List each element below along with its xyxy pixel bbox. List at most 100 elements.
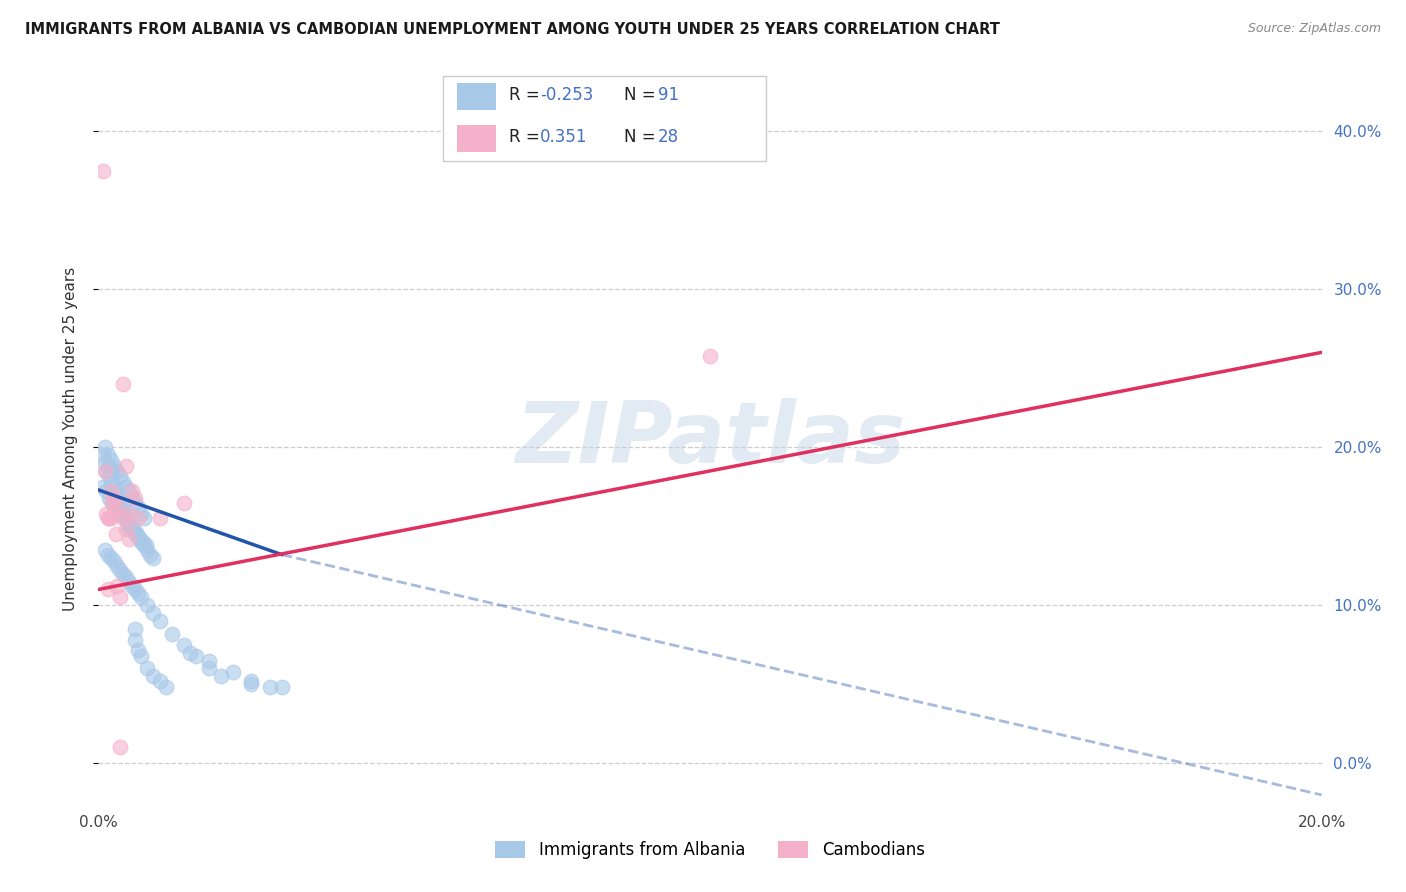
Point bbox=[129, 507, 152, 521]
Point bbox=[120, 519, 142, 533]
Point bbox=[105, 579, 128, 593]
Point bbox=[105, 464, 128, 478]
Point bbox=[98, 491, 121, 505]
Point bbox=[136, 543, 159, 558]
Point bbox=[142, 669, 165, 683]
Point bbox=[118, 507, 141, 521]
Point bbox=[124, 633, 146, 648]
Point bbox=[103, 507, 125, 521]
Point bbox=[136, 661, 159, 675]
Text: 0.351: 0.351 bbox=[540, 128, 588, 146]
Point bbox=[149, 511, 172, 525]
Point bbox=[142, 606, 165, 620]
Point bbox=[129, 532, 152, 546]
Point bbox=[100, 550, 122, 565]
Point bbox=[115, 459, 138, 474]
Point bbox=[127, 511, 149, 525]
Point bbox=[160, 626, 183, 640]
Point bbox=[136, 599, 159, 613]
Point bbox=[129, 648, 152, 663]
Point bbox=[270, 681, 292, 695]
Point bbox=[155, 681, 177, 695]
Point bbox=[94, 507, 117, 521]
Point bbox=[105, 558, 128, 573]
Point bbox=[98, 511, 121, 525]
Point bbox=[105, 500, 128, 515]
Point bbox=[115, 570, 138, 584]
Text: 91: 91 bbox=[658, 87, 679, 104]
Point bbox=[94, 464, 117, 478]
Point bbox=[93, 456, 115, 470]
Point bbox=[121, 522, 143, 536]
Point bbox=[100, 511, 122, 525]
Point bbox=[103, 554, 125, 568]
Point bbox=[107, 491, 129, 505]
Point bbox=[103, 459, 125, 474]
Point bbox=[699, 349, 721, 363]
Point bbox=[97, 548, 120, 562]
Point bbox=[127, 585, 149, 599]
Point bbox=[115, 480, 138, 494]
Point bbox=[108, 591, 131, 605]
Point bbox=[118, 532, 141, 546]
Point bbox=[101, 495, 124, 509]
Point bbox=[127, 500, 149, 515]
Point bbox=[108, 740, 131, 755]
Point bbox=[135, 538, 157, 552]
Point bbox=[173, 495, 195, 509]
Point bbox=[197, 661, 219, 675]
Point bbox=[93, 543, 115, 558]
Point bbox=[121, 491, 143, 505]
Point bbox=[93, 464, 115, 478]
Point bbox=[108, 468, 131, 483]
Text: 28: 28 bbox=[658, 128, 679, 146]
Point bbox=[103, 480, 125, 494]
Point bbox=[105, 488, 128, 502]
Point bbox=[94, 484, 117, 499]
Y-axis label: Unemployment Among Youth under 25 years: Unemployment Among Youth under 25 years bbox=[63, 268, 77, 611]
Point bbox=[104, 484, 127, 499]
Text: N =: N = bbox=[624, 128, 661, 146]
Point bbox=[127, 530, 149, 544]
Point bbox=[117, 516, 139, 530]
Point bbox=[91, 163, 114, 178]
Point bbox=[101, 495, 124, 509]
Point bbox=[149, 674, 172, 689]
Point bbox=[108, 564, 131, 578]
Point bbox=[104, 500, 127, 515]
Point bbox=[104, 527, 127, 541]
Point bbox=[115, 522, 138, 536]
Point bbox=[124, 622, 146, 636]
Point bbox=[111, 376, 134, 391]
Point bbox=[222, 665, 245, 679]
Point bbox=[93, 440, 115, 454]
Point bbox=[100, 475, 122, 489]
Point bbox=[134, 538, 156, 552]
Text: R =: R = bbox=[509, 87, 546, 104]
Point bbox=[129, 535, 152, 549]
Point bbox=[124, 491, 146, 505]
Point bbox=[97, 448, 120, 462]
Point bbox=[121, 579, 143, 593]
Point bbox=[101, 464, 124, 478]
Point bbox=[100, 484, 122, 499]
Point bbox=[122, 522, 145, 536]
Text: Source: ZipAtlas.com: Source: ZipAtlas.com bbox=[1247, 22, 1381, 36]
Point bbox=[121, 484, 143, 499]
Legend: Immigrants from Albania, Cambodians: Immigrants from Albania, Cambodians bbox=[486, 832, 934, 867]
Point bbox=[124, 582, 146, 597]
Point bbox=[111, 507, 134, 521]
Point bbox=[111, 475, 134, 489]
Point bbox=[111, 503, 134, 517]
Point bbox=[112, 507, 135, 521]
Point bbox=[197, 654, 219, 668]
Point bbox=[108, 495, 131, 509]
Text: R =: R = bbox=[509, 128, 550, 146]
Point bbox=[97, 511, 120, 525]
Point bbox=[125, 527, 148, 541]
Point bbox=[132, 535, 155, 549]
Point bbox=[179, 646, 201, 660]
Point bbox=[114, 511, 136, 525]
Text: IMMIGRANTS FROM ALBANIA VS CAMBODIAN UNEMPLOYMENT AMONG YOUTH UNDER 25 YEARS COR: IMMIGRANTS FROM ALBANIA VS CAMBODIAN UNE… bbox=[25, 22, 1000, 37]
Point bbox=[111, 511, 134, 525]
